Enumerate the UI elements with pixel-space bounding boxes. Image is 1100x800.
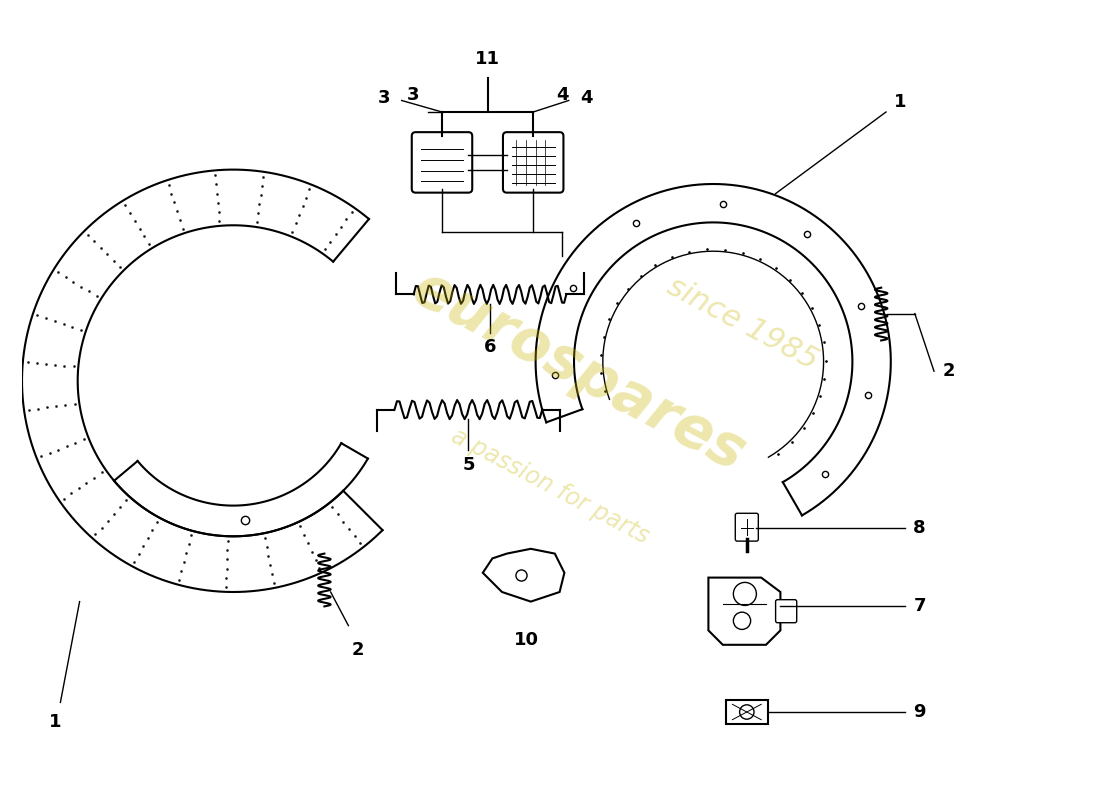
Text: 1: 1 [50, 713, 62, 730]
Text: 1: 1 [894, 94, 906, 111]
Text: 3: 3 [407, 86, 419, 104]
Text: a passion for parts: a passion for parts [447, 424, 653, 549]
Text: since 1985: since 1985 [662, 271, 823, 375]
FancyBboxPatch shape [411, 132, 472, 193]
FancyBboxPatch shape [503, 132, 563, 193]
FancyBboxPatch shape [776, 600, 796, 622]
Text: 10: 10 [514, 631, 539, 649]
Text: 2: 2 [942, 362, 955, 380]
Text: eurospares: eurospares [403, 259, 755, 483]
Text: 5: 5 [462, 456, 475, 474]
Text: 4: 4 [556, 86, 569, 104]
Text: 11: 11 [475, 50, 500, 68]
Text: 2: 2 [352, 641, 364, 658]
Text: 8: 8 [913, 518, 926, 537]
Text: 4: 4 [580, 89, 592, 106]
FancyBboxPatch shape [735, 514, 758, 541]
Text: 6: 6 [484, 338, 496, 356]
Text: 9: 9 [913, 703, 926, 721]
Text: 7: 7 [913, 598, 926, 615]
Text: 3: 3 [378, 89, 390, 106]
